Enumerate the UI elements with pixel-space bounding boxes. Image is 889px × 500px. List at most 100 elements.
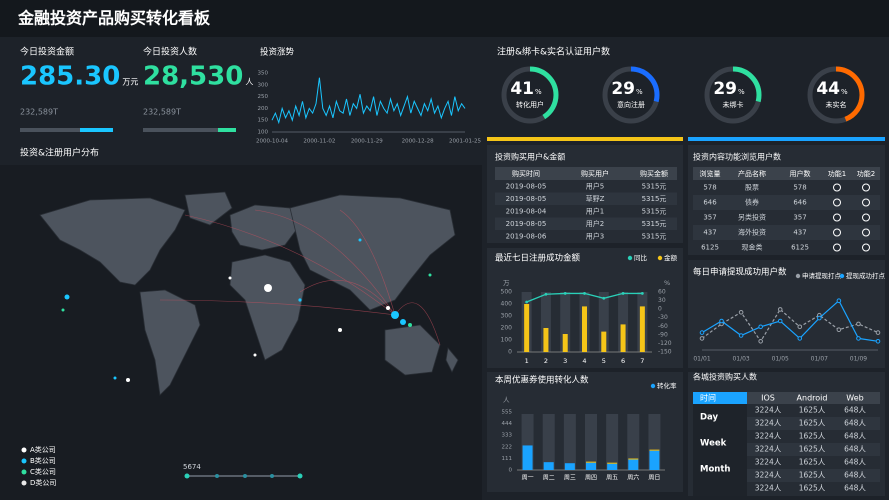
table-cell: 648人: [844, 484, 866, 493]
x-tick-label: 5: [602, 357, 606, 365]
table-cell: 437: [703, 229, 716, 237]
point: [797, 336, 803, 341]
y-tick-label: 300: [501, 313, 513, 320]
table-cell: 648人: [844, 458, 866, 467]
point: [856, 336, 861, 341]
legend-dot: [650, 383, 656, 389]
bar-segment: [564, 463, 575, 470]
ring-value: 29: [713, 79, 737, 99]
legend-label: 转化率: [657, 381, 677, 390]
point: [836, 327, 842, 333]
table-header-cell: Android: [797, 394, 828, 403]
legend-label: D类公司: [30, 478, 56, 487]
ring-label: 转化用户: [516, 100, 544, 109]
bar: [620, 324, 626, 352]
legend-label: 提现成功打点: [846, 271, 886, 280]
column-bg: [618, 292, 629, 352]
x-tick-label: 01/07: [811, 356, 828, 363]
table-cell: 6125: [791, 244, 809, 252]
slider-label: 5674: [183, 463, 201, 471]
table-cell: 5315元: [642, 195, 667, 203]
row-group-label: Week: [700, 439, 727, 449]
point: [797, 324, 803, 330]
y-axis-label: 人: [503, 396, 510, 404]
table-cell: 6125: [701, 244, 719, 252]
table-cell: 用户1: [586, 206, 604, 215]
y-tick-label: 0: [509, 468, 513, 474]
point: [836, 298, 842, 304]
table-header-cell: Web: [846, 394, 863, 403]
table-cell: 1625人: [799, 445, 826, 454]
x-tick-label: 2000-11-02: [303, 139, 335, 145]
table-row: [747, 456, 880, 469]
point: [699, 336, 705, 341]
table-cell: 578: [703, 184, 716, 192]
y-tick-label: 200: [258, 106, 269, 112]
option-circle: [833, 243, 841, 252]
kpi-unit: 万元: [122, 78, 138, 87]
legend-dot: [21, 469, 27, 475]
column-bg: [563, 414, 576, 470]
table-cell: 1625人: [799, 419, 826, 428]
progress-fill: [218, 128, 236, 132]
section-title: 投资&注册用户分布: [20, 147, 99, 159]
slider: [184, 473, 303, 479]
kpi-sub: 232,589T: [20, 108, 58, 117]
table-cell: 现金类: [742, 243, 763, 252]
point: [777, 307, 783, 312]
section-title: 投资购买用户&金额: [495, 152, 565, 162]
table-cell: 648人: [844, 419, 866, 428]
table-cell: 357: [793, 214, 806, 222]
table-cell: 3224人: [755, 458, 782, 467]
point: [875, 339, 881, 344]
column-bg: [542, 414, 555, 470]
table-header-cell: 浏览量: [700, 169, 721, 178]
y-tick-label: 0: [508, 349, 512, 356]
table-row: [747, 469, 880, 482]
legend-dot: [21, 447, 27, 453]
ring-unit: %: [535, 88, 542, 96]
progress-fill: [80, 128, 113, 132]
ring-label: 意向注册: [617, 100, 645, 109]
y-tick-label: 0: [658, 306, 662, 313]
legend-dot: [839, 273, 845, 279]
table-cell: 648人: [844, 432, 866, 441]
table-row: [495, 180, 677, 193]
table-row: [747, 482, 880, 495]
x-tick-label: 01/05: [772, 356, 789, 363]
point: [758, 339, 763, 344]
y-tick-label: 300: [258, 82, 269, 88]
y-tick-label: 400: [501, 301, 513, 308]
kpi-label: 今日投资人数: [143, 46, 197, 58]
table-cell: 股票: [745, 184, 759, 192]
bar: [562, 334, 568, 352]
x-tick-label: 周六: [627, 474, 639, 482]
option-circle: [862, 228, 870, 237]
table-cell: 草野Z: [586, 194, 605, 203]
x-tick-label: 2001-01-25: [449, 139, 481, 145]
kpi-unit: 人: [245, 78, 253, 87]
y-tick-label: 200: [501, 325, 513, 332]
y-tick-label: 555: [502, 410, 513, 416]
x-tick-label: 3: [563, 357, 567, 365]
table-cell: 2019-08-05: [506, 220, 547, 228]
page-title: 金融投资产品购买转化看板: [17, 9, 211, 28]
column-bg: [585, 414, 597, 470]
bar-segment: [649, 450, 660, 470]
progress-track: [143, 128, 236, 132]
section-title: 投资内容功能浏览用户数: [693, 152, 781, 162]
x-tick-label: 1: [525, 357, 529, 365]
kpi-sub: 232,589T: [143, 108, 181, 117]
table-cell: 1625人: [799, 406, 826, 415]
table-cell: 2019-08-04: [506, 207, 547, 215]
table-cell: 用户5: [586, 181, 604, 190]
ring-arc: [602, 66, 660, 124]
x-tick-label: 01/09: [850, 356, 867, 363]
point: [525, 300, 529, 304]
bar-segment: [628, 458, 639, 460]
option-circle: [862, 198, 870, 207]
bar-segment: [607, 462, 618, 464]
table-cell: 5315元: [642, 220, 667, 228]
chart-title: 本周优惠券使用转化人数: [495, 375, 589, 386]
